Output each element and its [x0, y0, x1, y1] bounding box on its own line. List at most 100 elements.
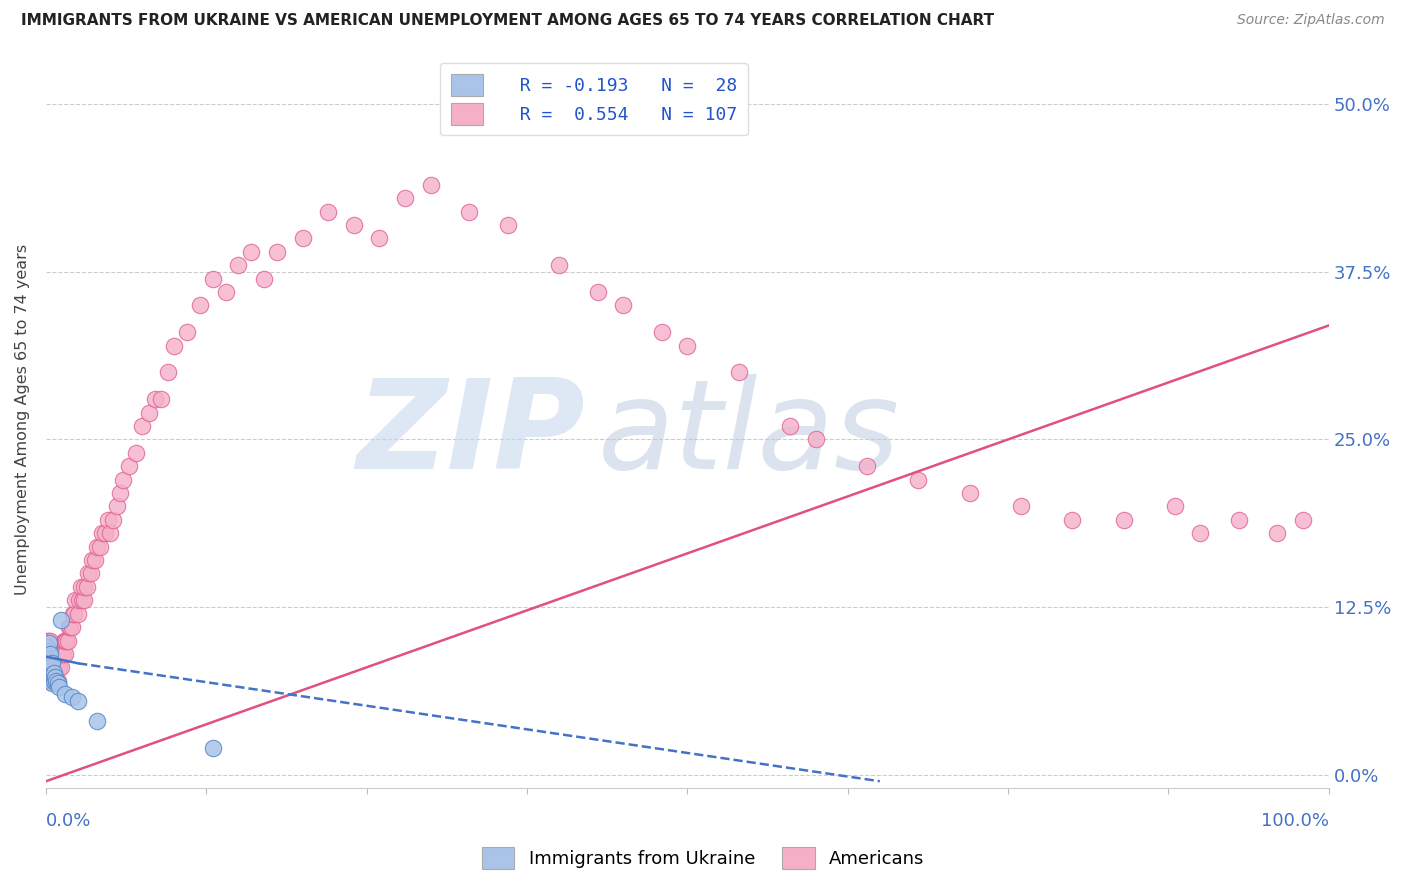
Point [496, 218, 519, 232]
Point [1062, 513, 1084, 527]
Point [39, 673, 62, 688]
Point [52, 647, 75, 661]
Point [41, 673, 63, 688]
Point [548, 258, 571, 272]
Point [39, 647, 62, 661]
Point [38, 649, 60, 664]
Point [1267, 526, 1289, 541]
Point [727, 365, 749, 379]
Point [53, 647, 76, 661]
Point [60, 690, 83, 704]
Point [96, 513, 118, 527]
Point [156, 365, 179, 379]
Point [38, 647, 60, 661]
Point [53, 687, 76, 701]
Point [138, 406, 160, 420]
Point [38, 657, 60, 671]
Point [82, 553, 104, 567]
Point [65, 593, 87, 607]
Point [48, 647, 70, 661]
Text: 0.0%: 0.0% [46, 812, 91, 830]
Text: IMMIGRANTS FROM UKRAINE VS AMERICAN UNEMPLOYMENT AMONG AGES 65 TO 74 YEARS CORRE: IMMIGRANTS FROM UKRAINE VS AMERICAN UNEM… [21, 13, 994, 29]
Point [73, 593, 96, 607]
Point [63, 607, 86, 621]
Point [163, 338, 186, 352]
Point [1112, 513, 1135, 527]
Point [37, 660, 59, 674]
Point [394, 191, 416, 205]
Point [37, 647, 59, 661]
Point [1164, 500, 1187, 514]
Point [676, 97, 699, 112]
Point [80, 566, 103, 581]
Point [39, 660, 62, 674]
Point [67, 694, 90, 708]
Point [51, 614, 73, 628]
Point [44, 670, 66, 684]
Point [46, 676, 69, 690]
Point [86, 540, 108, 554]
Point [419, 178, 441, 192]
Point [44, 673, 66, 688]
Point [37, 633, 59, 648]
Point [39, 671, 62, 685]
Y-axis label: Unemployment Among Ages 65 to 74 years: Unemployment Among Ages 65 to 74 years [15, 244, 30, 595]
Point [48, 660, 70, 674]
Point [41, 647, 63, 661]
Legend: Immigrants from Ukraine, Americans: Immigrants from Ukraine, Americans [472, 838, 934, 879]
Legend:   R = -0.193   N =  28,   R =  0.554   N = 107: R = -0.193 N = 28, R = 0.554 N = 107 [440, 63, 748, 136]
Point [105, 500, 128, 514]
Text: 100.0%: 100.0% [1261, 812, 1329, 830]
Point [907, 473, 929, 487]
Point [69, 580, 91, 594]
Point [38, 663, 60, 677]
Point [52, 633, 75, 648]
Point [651, 325, 673, 339]
Point [89, 540, 111, 554]
Point [42, 665, 65, 680]
Point [38, 657, 60, 672]
Point [118, 459, 141, 474]
Point [37, 654, 59, 668]
Point [58, 620, 80, 634]
Point [150, 392, 173, 407]
Point [73, 580, 96, 594]
Point [67, 593, 90, 607]
Point [1010, 500, 1032, 514]
Point [86, 714, 108, 728]
Point [41, 657, 63, 671]
Point [77, 566, 100, 581]
Point [38, 667, 60, 681]
Point [59, 620, 82, 634]
Point [44, 660, 66, 674]
Point [1292, 513, 1315, 527]
Point [46, 660, 69, 674]
Point [612, 298, 634, 312]
Point [201, 740, 224, 755]
Point [959, 486, 981, 500]
Point [55, 633, 77, 648]
Point [37, 647, 59, 661]
Point [38, 660, 60, 674]
Point [176, 325, 198, 339]
Point [94, 526, 117, 541]
Point [1227, 513, 1250, 527]
Point [91, 526, 114, 541]
Point [111, 473, 134, 487]
Point [38, 647, 60, 661]
Point [62, 607, 84, 621]
Point [253, 271, 276, 285]
Point [83, 553, 105, 567]
Point [42, 673, 65, 688]
Point [45, 673, 67, 688]
Text: atlas: atlas [598, 374, 900, 494]
Point [38, 673, 60, 688]
Point [779, 419, 801, 434]
Point [676, 338, 699, 352]
Point [125, 446, 148, 460]
Point [38, 647, 60, 661]
Point [38, 633, 60, 648]
Point [56, 633, 79, 648]
Point [49, 647, 72, 661]
Point [53, 633, 76, 648]
